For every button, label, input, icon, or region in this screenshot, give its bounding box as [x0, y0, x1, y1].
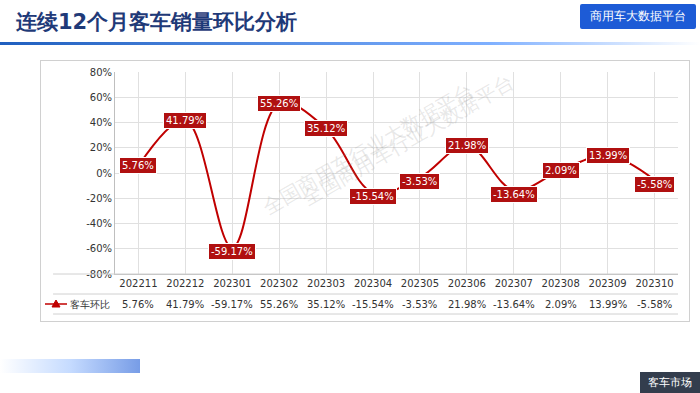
svg-text:13.99%: 13.99%	[589, 150, 627, 161]
svg-text:60%: 60%	[90, 92, 112, 103]
svg-text:-80%: -80%	[86, 269, 112, 280]
svg-text:-13.64%: -13.64%	[493, 299, 535, 310]
html-text:客车市场: 客车市场	[648, 376, 692, 389]
svg-text:-5.58%: -5.58%	[637, 299, 672, 310]
svg-text:41.79%: 41.79%	[166, 115, 204, 126]
svg-text:-59.17%: -59.17%	[211, 299, 253, 310]
svg-text:202212: 202212	[166, 278, 204, 289]
svg-text:-15.54%: -15.54%	[352, 191, 394, 202]
svg-text:80%: 80%	[90, 67, 112, 78]
svg-text:-5.58%: -5.58%	[637, 179, 672, 190]
svg-text:202211: 202211	[119, 278, 157, 289]
svg-text:20%: 20%	[90, 142, 112, 153]
svg-text:41.79%: 41.79%	[166, 299, 204, 310]
html-text:商用车大数据平台: 商用车大数据平台	[590, 9, 686, 23]
svg-text:-15.54%: -15.54%	[352, 299, 394, 310]
svg-text:202308: 202308	[542, 278, 580, 289]
svg-text:13.99%: 13.99%	[589, 299, 627, 310]
svg-text:40%: 40%	[90, 117, 112, 128]
svg-text:2.09%: 2.09%	[545, 165, 577, 176]
svg-text:202309: 202309	[589, 278, 627, 289]
svg-text:55.26%: 55.26%	[260, 299, 298, 310]
svg-text:202307: 202307	[495, 278, 533, 289]
svg-text:35.12%: 35.12%	[307, 123, 345, 134]
svg-text:-3.53%: -3.53%	[402, 176, 437, 187]
svg-text:35.12%: 35.12%	[307, 299, 345, 310]
svg-text:全国商用车行业大数据平台: 全国商用车行业大数据平台	[258, 79, 478, 220]
svg-text:-13.64%: -13.64%	[493, 189, 535, 200]
svg-text:21.98%: 21.98%	[448, 140, 486, 151]
svg-text:-59.17%: -59.17%	[211, 246, 253, 257]
html-text:连续12个月客车销量环比分析: 连续12个月客车销量环比分析	[16, 10, 298, 34]
svg-text:202305: 202305	[401, 278, 439, 289]
svg-text:-20%: -20%	[86, 193, 112, 204]
svg-text:202306: 202306	[448, 278, 486, 289]
svg-text:-40%: -40%	[86, 218, 112, 229]
svg-text:202301: 202301	[213, 278, 251, 289]
svg-text:-3.53%: -3.53%	[402, 299, 437, 310]
svg-text:0%: 0%	[96, 168, 112, 179]
svg-text:5.76%: 5.76%	[122, 299, 154, 310]
svg-text:55.26%: 55.26%	[260, 98, 298, 109]
svg-text:5.76%: 5.76%	[122, 160, 154, 171]
svg-text:202302: 202302	[260, 278, 298, 289]
svg-text:2.09%: 2.09%	[545, 299, 577, 310]
svg-text:全国商用车行业大数据平台: 全国商用车行业大数据平台	[298, 69, 518, 210]
svg-text:客车环比: 客车环比	[70, 299, 110, 310]
svg-text:202310: 202310	[635, 278, 673, 289]
svg-text:21.98%: 21.98%	[448, 299, 486, 310]
svg-text:-60%: -60%	[86, 243, 112, 254]
svg-text:202303: 202303	[307, 278, 345, 289]
svg-text:202304: 202304	[354, 278, 392, 289]
